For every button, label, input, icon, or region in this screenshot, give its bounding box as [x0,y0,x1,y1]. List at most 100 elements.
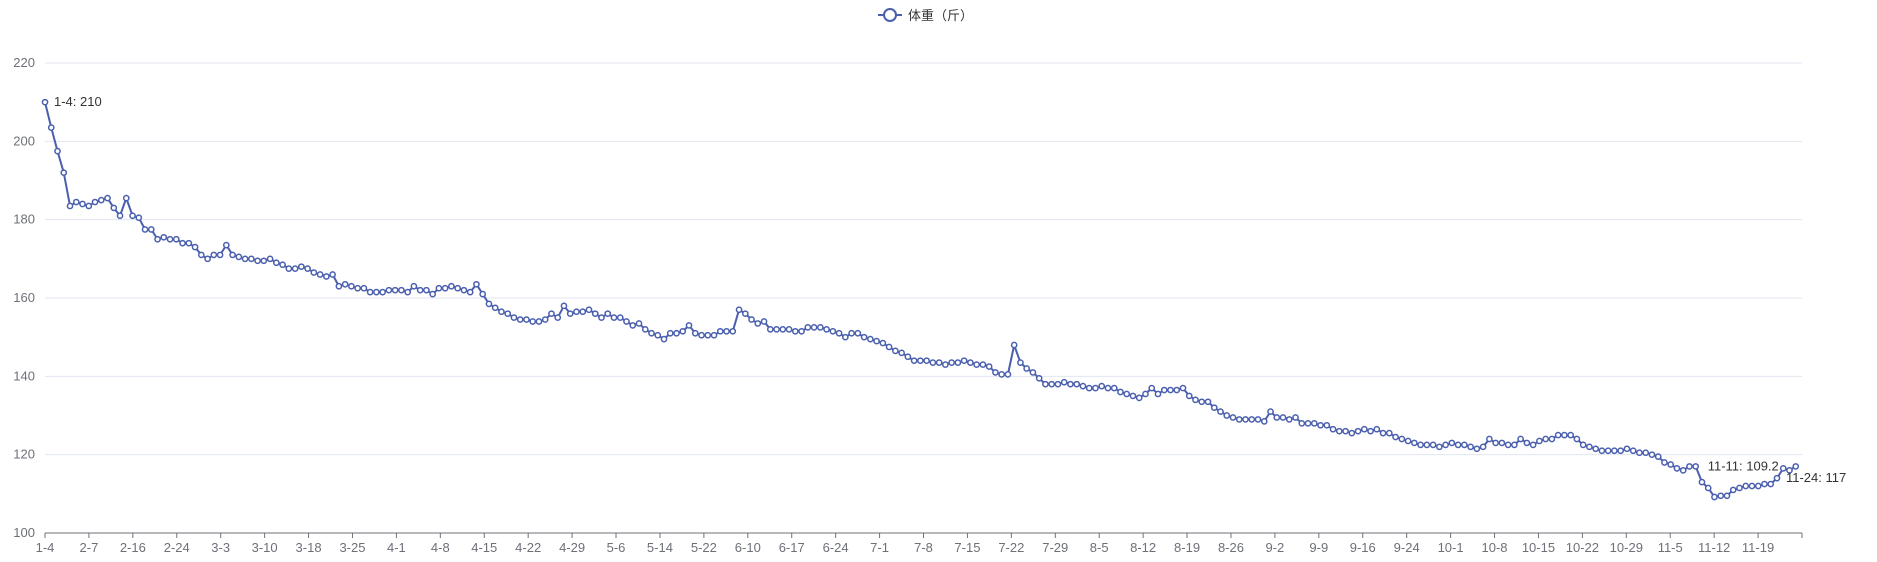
data-point[interactable] [298,263,305,271]
data-point[interactable] [829,327,837,335]
data-point[interactable] [1423,441,1431,449]
data-point[interactable] [1604,447,1612,455]
data-point[interactable] [1579,441,1587,449]
data-point[interactable] [554,314,562,321]
data-point[interactable] [1142,390,1149,398]
data-point[interactable] [1704,484,1712,492]
data-point[interactable] [229,251,236,259]
data-point[interactable] [1761,480,1768,488]
data-point[interactable] [1042,380,1049,388]
data-point[interactable] [979,361,987,368]
data-point[interactable] [1173,386,1181,394]
data-point[interactable] [197,251,205,259]
data-point[interactable] [416,286,424,294]
data-point[interactable] [291,265,299,272]
data-point[interactable] [1679,466,1687,474]
data-point[interactable] [72,198,80,206]
data-point[interactable] [485,300,493,308]
data-point[interactable] [504,310,512,318]
data-point[interactable] [1048,380,1056,388]
data-point[interactable] [316,271,324,278]
data-point[interactable] [885,343,893,351]
data-point[interactable] [222,241,230,249]
data-point[interactable] [566,310,574,318]
data-point[interactable] [1623,445,1631,453]
data-point[interactable] [1410,439,1418,447]
data-point[interactable] [1279,414,1287,421]
data-point[interactable] [1648,451,1656,459]
data-point[interactable] [354,284,361,292]
data-point[interactable] [254,257,261,265]
data-point[interactable] [716,327,724,335]
data-point[interactable] [1298,419,1306,427]
data-point[interactable] [160,233,168,241]
data-point[interactable] [185,239,193,247]
data-point[interactable] [579,308,587,316]
data-point[interactable] [967,359,974,366]
data-point[interactable] [1617,447,1625,455]
data-point[interactable] [1154,390,1162,398]
data-point[interactable] [754,320,762,327]
data-point[interactable] [1104,384,1112,392]
data-point[interactable] [835,329,843,337]
data-point[interactable] [1167,386,1174,394]
data-point[interactable] [441,284,449,292]
data-point[interactable] [1554,431,1562,439]
data-point[interactable] [510,314,518,321]
data-point[interactable] [1035,374,1043,382]
data-point[interactable] [304,265,311,272]
data-point[interactable] [917,357,924,365]
data-point[interactable] [335,282,343,290]
data-point[interactable] [1486,435,1493,443]
data-point[interactable] [585,306,593,314]
data-point[interactable] [323,273,330,280]
data-point[interactable] [60,169,68,177]
data-point[interactable] [247,255,255,263]
data-point[interactable] [1479,443,1487,451]
data-point[interactable] [698,331,705,339]
data-point[interactable] [398,286,405,294]
data-point[interactable] [1385,429,1393,437]
data-point[interactable] [1323,421,1331,429]
data-point[interactable] [1023,365,1031,372]
data-point[interactable] [1442,441,1449,449]
data-point[interactable] [1229,414,1237,421]
data-point[interactable] [1285,416,1293,423]
data-point[interactable] [610,314,618,321]
data-point[interactable] [854,329,862,337]
data-point[interactable] [1511,441,1518,449]
data-point[interactable] [973,361,981,368]
data-point[interactable] [1304,419,1312,427]
data-point[interactable] [79,200,86,208]
data-point[interactable] [904,353,912,361]
data-point[interactable] [473,280,480,288]
data-point[interactable] [379,288,386,296]
data-point[interactable] [992,369,999,376]
data-point[interactable] [341,280,349,288]
data-point[interactable] [773,325,780,333]
data-point[interactable] [848,329,855,337]
data-point[interactable] [1661,459,1668,466]
data-point[interactable] [548,310,555,318]
data-point[interactable] [1335,427,1343,435]
data-point[interactable] [104,194,111,202]
data-point[interactable] [266,255,274,263]
data-point[interactable] [1260,418,1268,425]
data-point[interactable] [660,335,668,343]
data-point[interactable] [929,359,937,366]
data-point[interactable] [1779,465,1787,472]
data-point[interactable] [1767,480,1775,488]
data-point[interactable] [1254,416,1262,423]
data-point[interactable] [110,204,118,212]
data-point[interactable] [241,255,249,263]
data-point[interactable] [360,284,368,292]
data-point[interactable] [1786,466,1793,474]
data-point[interactable] [541,316,549,323]
data-point[interactable] [1367,427,1374,435]
data-point[interactable] [141,226,149,233]
data-point[interactable] [260,257,268,265]
data-point[interactable] [1736,484,1743,492]
data-point[interactable] [91,198,99,206]
data-point[interactable] [1217,408,1224,415]
data-point[interactable] [454,284,462,292]
